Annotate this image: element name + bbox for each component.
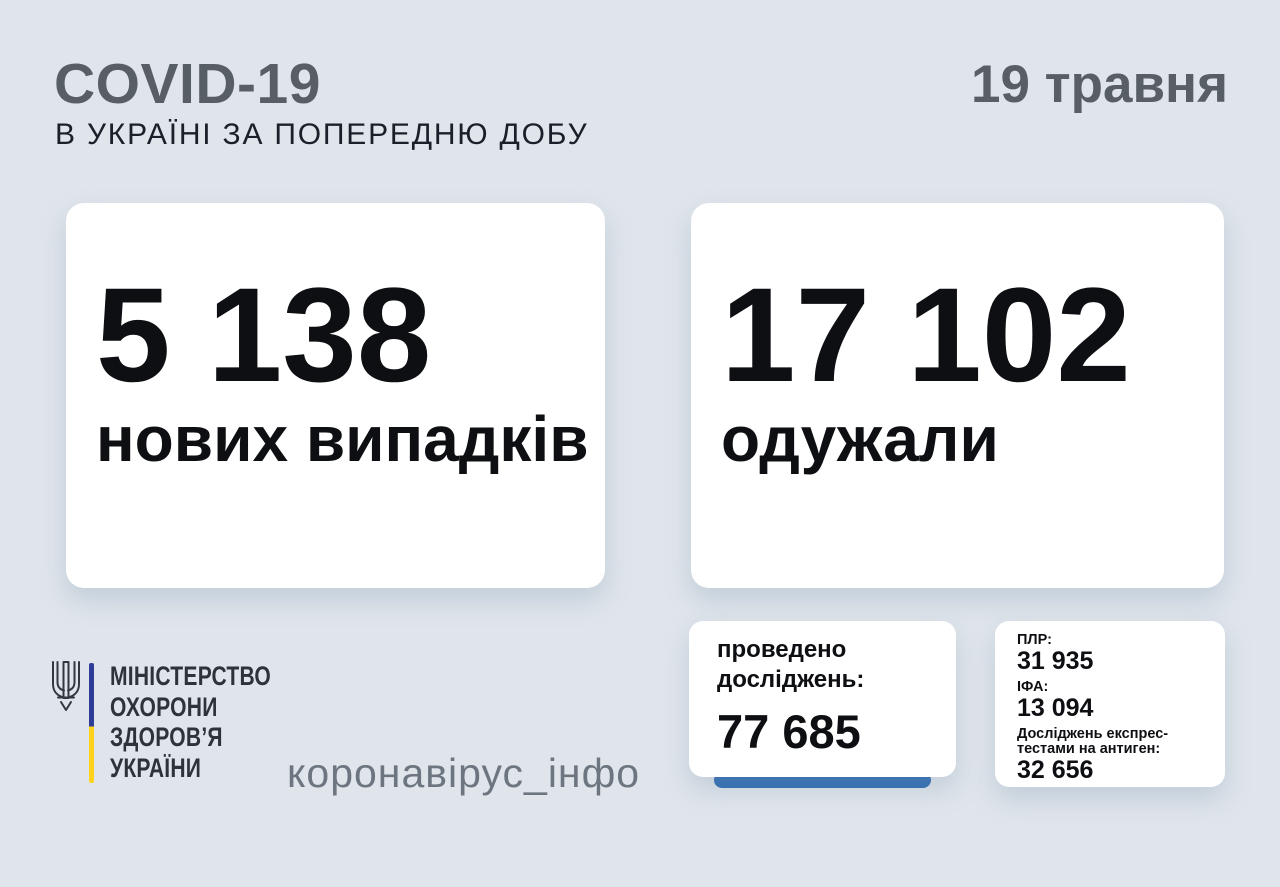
- tests-label-line1: проведено: [717, 636, 847, 663]
- test-breakdown-card: ПЛР: 31 935 ІФА: 13 094 Досліджень експр…: [995, 621, 1225, 787]
- plr-value: 31 935: [1017, 647, 1094, 675]
- recovered-value: 17 102: [721, 261, 1131, 410]
- breakdown-row-antigen: Досліджень експрес-тестами на антиген: 3…: [1017, 726, 1207, 784]
- ifa-value: 13 094: [1017, 694, 1094, 722]
- antigen-label: Досліджень експрес-тестами на антиген:: [1017, 726, 1169, 757]
- tests-label-line2: досліджень:: [717, 666, 865, 693]
- ministry-line-4: УКРАЇНИ: [110, 752, 202, 783]
- ministry-line-1: МІНІСТЕРСТВО: [110, 661, 271, 691]
- breakdown-row-ifa: ІФА: 13 094: [1017, 679, 1207, 722]
- ifa-label: ІФА:: [1017, 679, 1049, 695]
- ukraine-flag-bar: [89, 663, 94, 783]
- channel-name: коронавірус_інфо: [287, 750, 641, 796]
- page-title: COVID-19: [54, 52, 321, 116]
- new-cases-card: 5 138 нових випадків: [66, 203, 605, 588]
- tests-card: проведено досліджень: 77 685: [689, 621, 956, 777]
- plr-label: ПЛР:: [1017, 632, 1052, 648]
- new-cases-label: нових випадків: [96, 403, 589, 475]
- new-cases-value: 5 138: [96, 261, 432, 410]
- tests-label: проведено досліджень:: [717, 635, 956, 695]
- recovered-label: одужали: [721, 403, 999, 475]
- ministry-logo-text: МІНІСТЕРСТВО ОХОРОНИ ЗДОРОВ’Я УКРАЇНИ: [110, 661, 271, 783]
- trident-icon: [52, 661, 80, 711]
- antigen-value: 32 656: [1017, 756, 1094, 784]
- ministry-line-3: ЗДОРОВ’Я: [110, 722, 223, 752]
- ministry-line-2: ОХОРОНИ: [110, 691, 218, 722]
- report-date: 19 травня: [970, 55, 1228, 114]
- recovered-card: 17 102 одужали: [691, 203, 1224, 588]
- page-subtitle: В УКРАЇНІ ЗА ПОПЕРЕДНЮ ДОБУ: [55, 118, 589, 151]
- tests-value: 77 685: [717, 705, 861, 758]
- breakdown-row-plr: ПЛР: 31 935: [1017, 632, 1207, 675]
